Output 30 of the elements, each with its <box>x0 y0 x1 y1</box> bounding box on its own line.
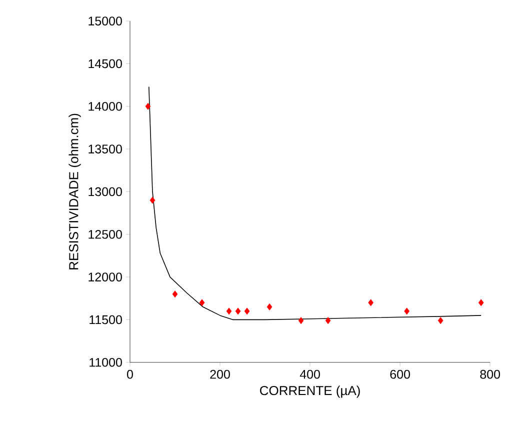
y-tick-label: 12500 <box>88 230 122 240</box>
point <box>199 299 205 306</box>
y-tick-label: 11000 <box>90 358 122 368</box>
point <box>235 308 241 315</box>
point <box>404 308 410 315</box>
x-tick-label: 200 <box>210 370 230 380</box>
point <box>226 308 232 315</box>
y-axis-title: RESISTIVIDADE (ohm.cm) <box>68 114 81 270</box>
point <box>438 317 444 324</box>
point <box>172 290 178 298</box>
point <box>325 317 331 324</box>
x-axis-title: CORRENTE (µA) <box>260 386 360 398</box>
y-tick-label: 15000 <box>88 16 122 26</box>
x-tick-label: 800 <box>480 370 500 380</box>
point <box>298 317 304 324</box>
point <box>150 196 156 204</box>
y-tick-label: 14000 <box>88 102 122 112</box>
y-tick-label: 14500 <box>88 60 122 68</box>
point <box>145 103 151 110</box>
x-tick-label: 400 <box>300 370 320 380</box>
y-tick-label: 12000 <box>88 272 122 282</box>
x-tick-label: 0 <box>127 370 133 380</box>
point <box>244 308 250 315</box>
point <box>368 299 374 306</box>
x-tick-label: 600 <box>390 370 410 380</box>
point <box>478 299 484 306</box>
y-tick-label: 13000 <box>88 188 122 196</box>
y-tick-label: 13500 <box>88 144 122 154</box>
point <box>266 304 272 311</box>
y-tick-label: 11500 <box>90 316 122 324</box>
